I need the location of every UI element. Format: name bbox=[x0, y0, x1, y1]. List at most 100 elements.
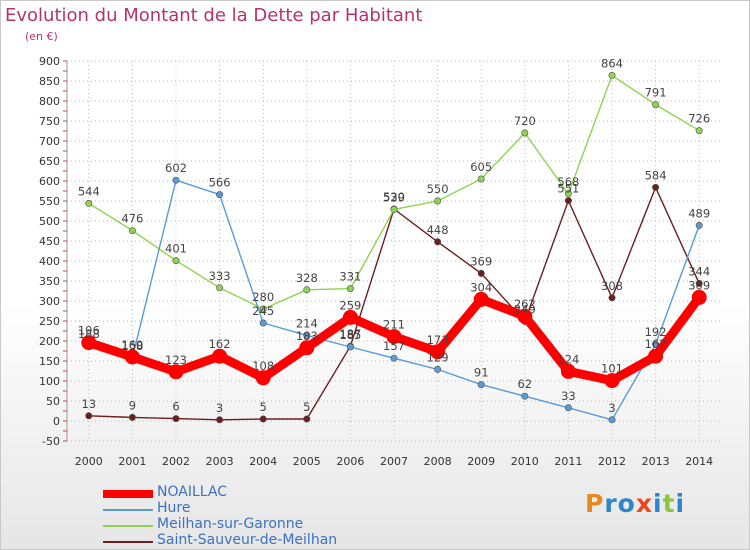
data-label: 124 bbox=[557, 352, 579, 366]
data-label: 5 bbox=[260, 400, 267, 414]
x-tick-label: 2005 bbox=[293, 455, 321, 468]
y-tick-label: 850 bbox=[39, 75, 60, 88]
data-point bbox=[390, 205, 398, 213]
data-label: 544 bbox=[78, 184, 100, 198]
data-point bbox=[216, 416, 224, 424]
data-label: 101 bbox=[601, 362, 623, 376]
legend-label-saint-sauveur: Saint-Sauveur-de-Meilhan bbox=[157, 532, 338, 548]
data-label: 720 bbox=[514, 114, 536, 128]
data-label: 584 bbox=[645, 168, 667, 182]
data-label: 401 bbox=[165, 242, 187, 256]
y-tick-label: 50 bbox=[46, 395, 60, 408]
data-label: 9 bbox=[129, 398, 136, 412]
data-label: 196 bbox=[78, 324, 100, 338]
y-tick-label: 750 bbox=[39, 115, 60, 128]
legend-swatch-hure bbox=[103, 509, 153, 511]
data-point bbox=[648, 348, 664, 364]
x-tick-label: 2007 bbox=[380, 455, 408, 468]
data-label: 529 bbox=[383, 190, 405, 204]
data-point bbox=[434, 365, 442, 373]
x-tick-label: 2000 bbox=[75, 455, 103, 468]
data-point bbox=[346, 285, 354, 293]
data-point bbox=[216, 191, 224, 199]
data-label: 262 bbox=[514, 297, 536, 311]
data-label: 791 bbox=[645, 86, 667, 100]
y-tick-label: 300 bbox=[39, 295, 60, 308]
data-point bbox=[255, 370, 271, 386]
data-label: 214 bbox=[296, 316, 318, 330]
data-label: 3 bbox=[216, 401, 223, 415]
x-tick-label: 2014 bbox=[685, 455, 713, 468]
y-tick-label: 250 bbox=[39, 315, 60, 328]
data-point bbox=[172, 176, 180, 184]
data-label: 183 bbox=[296, 329, 318, 343]
data-point bbox=[695, 127, 703, 135]
data-label: 162 bbox=[209, 337, 231, 351]
y-tick-label: 400 bbox=[39, 255, 60, 268]
logo-letter: i bbox=[675, 489, 686, 518]
logo-letter: i bbox=[653, 489, 663, 518]
data-point bbox=[652, 183, 660, 191]
data-label: 5 bbox=[303, 400, 310, 414]
data-point bbox=[303, 331, 311, 339]
x-tick-label: 2012 bbox=[598, 455, 626, 468]
chart-unit: (en €) bbox=[25, 30, 58, 43]
data-point bbox=[346, 343, 354, 351]
data-label: 187 bbox=[339, 327, 361, 341]
y-tick-label: 100 bbox=[39, 375, 60, 388]
y-tick-label: 650 bbox=[39, 155, 60, 168]
data-label: 13 bbox=[81, 397, 96, 411]
data-label: 344 bbox=[688, 264, 710, 278]
data-point bbox=[608, 71, 616, 79]
data-label: 489 bbox=[688, 206, 710, 220]
x-tick-label: 2002 bbox=[162, 455, 190, 468]
y-tick-label: 150 bbox=[39, 355, 60, 368]
data-label: 280 bbox=[252, 290, 274, 304]
data-point bbox=[604, 373, 620, 389]
legend-label-hure: Hure bbox=[157, 500, 191, 516]
data-point bbox=[303, 286, 311, 294]
data-point bbox=[652, 340, 660, 348]
y-tick-label: 600 bbox=[39, 175, 60, 188]
y-tick-label: 0 bbox=[53, 415, 60, 428]
data-label: 188 bbox=[78, 327, 100, 341]
x-tick-label: 2004 bbox=[249, 455, 277, 468]
legend-label-meilhan: Meilhan-sur-Garonne bbox=[157, 516, 304, 532]
data-label: 328 bbox=[296, 271, 318, 285]
data-label: 605 bbox=[470, 160, 492, 174]
x-tick-label: 2011 bbox=[554, 455, 582, 468]
data-point bbox=[168, 364, 184, 380]
data-label: 245 bbox=[252, 304, 274, 318]
data-label: 158 bbox=[121, 339, 143, 353]
data-label: 308 bbox=[601, 279, 623, 293]
chart-title: Evolution du Montant de la Dette par Hab… bbox=[5, 5, 423, 26]
legend-swatch-noaillac bbox=[103, 490, 153, 498]
data-point bbox=[342, 309, 358, 325]
data-point bbox=[303, 415, 311, 423]
data-point bbox=[259, 305, 267, 313]
data-label: 551 bbox=[557, 182, 579, 196]
data-point bbox=[473, 291, 489, 307]
data-label: 91 bbox=[474, 366, 489, 380]
data-point bbox=[390, 354, 398, 362]
data-point bbox=[216, 284, 224, 292]
data-label: 333 bbox=[209, 269, 231, 283]
data-label: 550 bbox=[427, 182, 449, 196]
data-point bbox=[652, 101, 660, 109]
data-label: 173 bbox=[427, 333, 449, 347]
legend-label-noaillac: NOAILLAC bbox=[157, 484, 227, 500]
data-label: 864 bbox=[601, 56, 623, 70]
y-tick-label: 200 bbox=[39, 335, 60, 348]
data-label: 211 bbox=[383, 318, 405, 332]
logo-letter: x bbox=[635, 489, 653, 518]
data-label: 3 bbox=[608, 401, 615, 415]
data-point bbox=[608, 416, 616, 424]
data-label: 160 bbox=[121, 338, 143, 352]
data-point bbox=[172, 257, 180, 265]
y-tick-label: 500 bbox=[39, 215, 60, 228]
legend-swatch-saint-sauveur bbox=[103, 541, 153, 543]
y-tick-label: 550 bbox=[39, 195, 60, 208]
logo-letter: o bbox=[617, 489, 636, 518]
